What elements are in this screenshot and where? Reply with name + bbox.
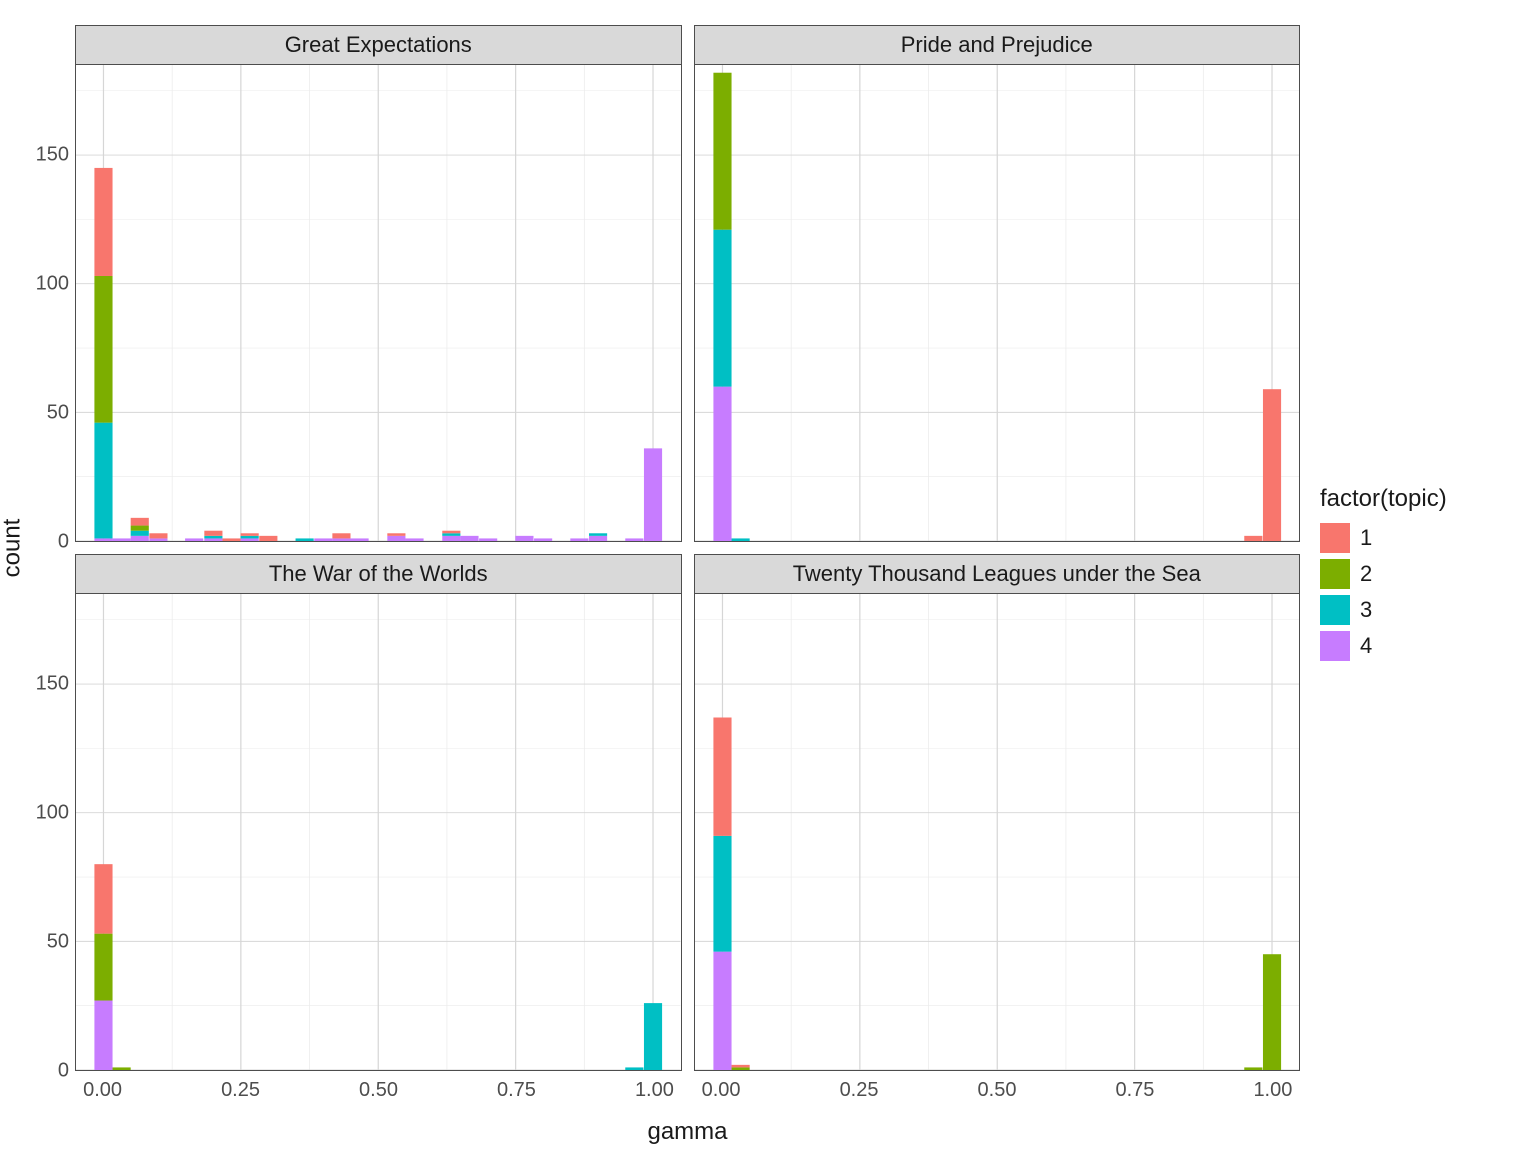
x-axis-title: gamma — [75, 1118, 1300, 1146]
plot-area: Great Expectations Pride and Prejudice T… — [75, 25, 1300, 1105]
legend: factor(topic) 1 2 3 4 — [1320, 0, 1520, 1152]
y-tick-label: 150 — [36, 144, 69, 167]
legend-label: 3 — [1360, 597, 1372, 623]
x-tick-label: 0.00 — [702, 1079, 741, 1102]
x-tick-label: 0.75 — [497, 1079, 536, 1102]
x-tick-label: 0.50 — [978, 1079, 1017, 1102]
y-tick-label: 100 — [36, 273, 69, 296]
x-tick-label: 0.00 — [83, 1079, 122, 1102]
legend-swatch — [1320, 559, 1350, 589]
x-tick-label: 0.25 — [840, 1079, 879, 1102]
panel — [695, 65, 1300, 541]
y-tick-label: 0 — [58, 531, 69, 554]
panel — [695, 594, 1300, 1070]
legend-item-1: 1 — [1320, 523, 1447, 553]
y-tick-label: 50 — [47, 402, 69, 425]
facet-grid: Great Expectations Pride and Prejudice T… — [75, 25, 1300, 1071]
x-axis-right: 0.00 0.25 0.50 0.75 1.00 — [694, 1071, 1301, 1105]
legend-swatch — [1320, 523, 1350, 553]
x-tick-label: 0.75 — [1115, 1079, 1154, 1102]
x-tick-label: 0.50 — [359, 1079, 398, 1102]
facet-title: Great Expectations — [76, 26, 681, 65]
legend-label: 2 — [1360, 561, 1372, 587]
legend-swatch — [1320, 631, 1350, 661]
facet-title: Twenty Thousand Leagues under the Sea — [695, 555, 1300, 594]
y-tick-label: 100 — [36, 802, 69, 825]
panel — [76, 65, 681, 541]
facet-title: Pride and Prejudice — [695, 26, 1300, 65]
facet-war-of-the-worlds: The War of the Worlds — [75, 554, 682, 1071]
y-axis: 050100150 050100150 — [25, 25, 75, 1071]
legend-swatch — [1320, 595, 1350, 625]
legend-label: 1 — [1360, 525, 1372, 551]
facet-title: The War of the Worlds — [76, 555, 681, 594]
legend-item-4: 4 — [1320, 631, 1447, 661]
y-axis-title: count — [0, 25, 24, 1071]
x-axis-left: 0.00 0.25 0.50 0.75 1.00 — [75, 1071, 682, 1105]
facet-pride-and-prejudice: Pride and Prejudice — [694, 25, 1301, 542]
legend-item-3: 3 — [1320, 595, 1447, 625]
legend-title: factor(topic) — [1320, 485, 1447, 513]
y-tick-label: 0 — [58, 1060, 69, 1083]
y-tick-label: 150 — [36, 673, 69, 696]
x-axis: 0.00 0.25 0.50 0.75 1.00 0.00 0.25 0.50 0.75 1.0… — [75, 1071, 1300, 1105]
y-tick-label: 50 — [47, 931, 69, 954]
legend-label: 4 — [1360, 633, 1372, 659]
facet-great-expectations: Great Expectations — [75, 25, 682, 542]
x-tick-label: 1.00 — [1253, 1079, 1292, 1102]
legend-item-2: 2 — [1320, 559, 1447, 589]
facet-twenty-thousand-leagues: Twenty Thousand Leagues under the Sea — [694, 554, 1301, 1071]
x-tick-label: 0.25 — [221, 1079, 260, 1102]
panel — [76, 594, 681, 1070]
y-axis-top: 050100150 — [25, 25, 75, 542]
y-axis-bottom: 050100150 — [25, 554, 75, 1071]
x-tick-label: 1.00 — [635, 1079, 674, 1102]
